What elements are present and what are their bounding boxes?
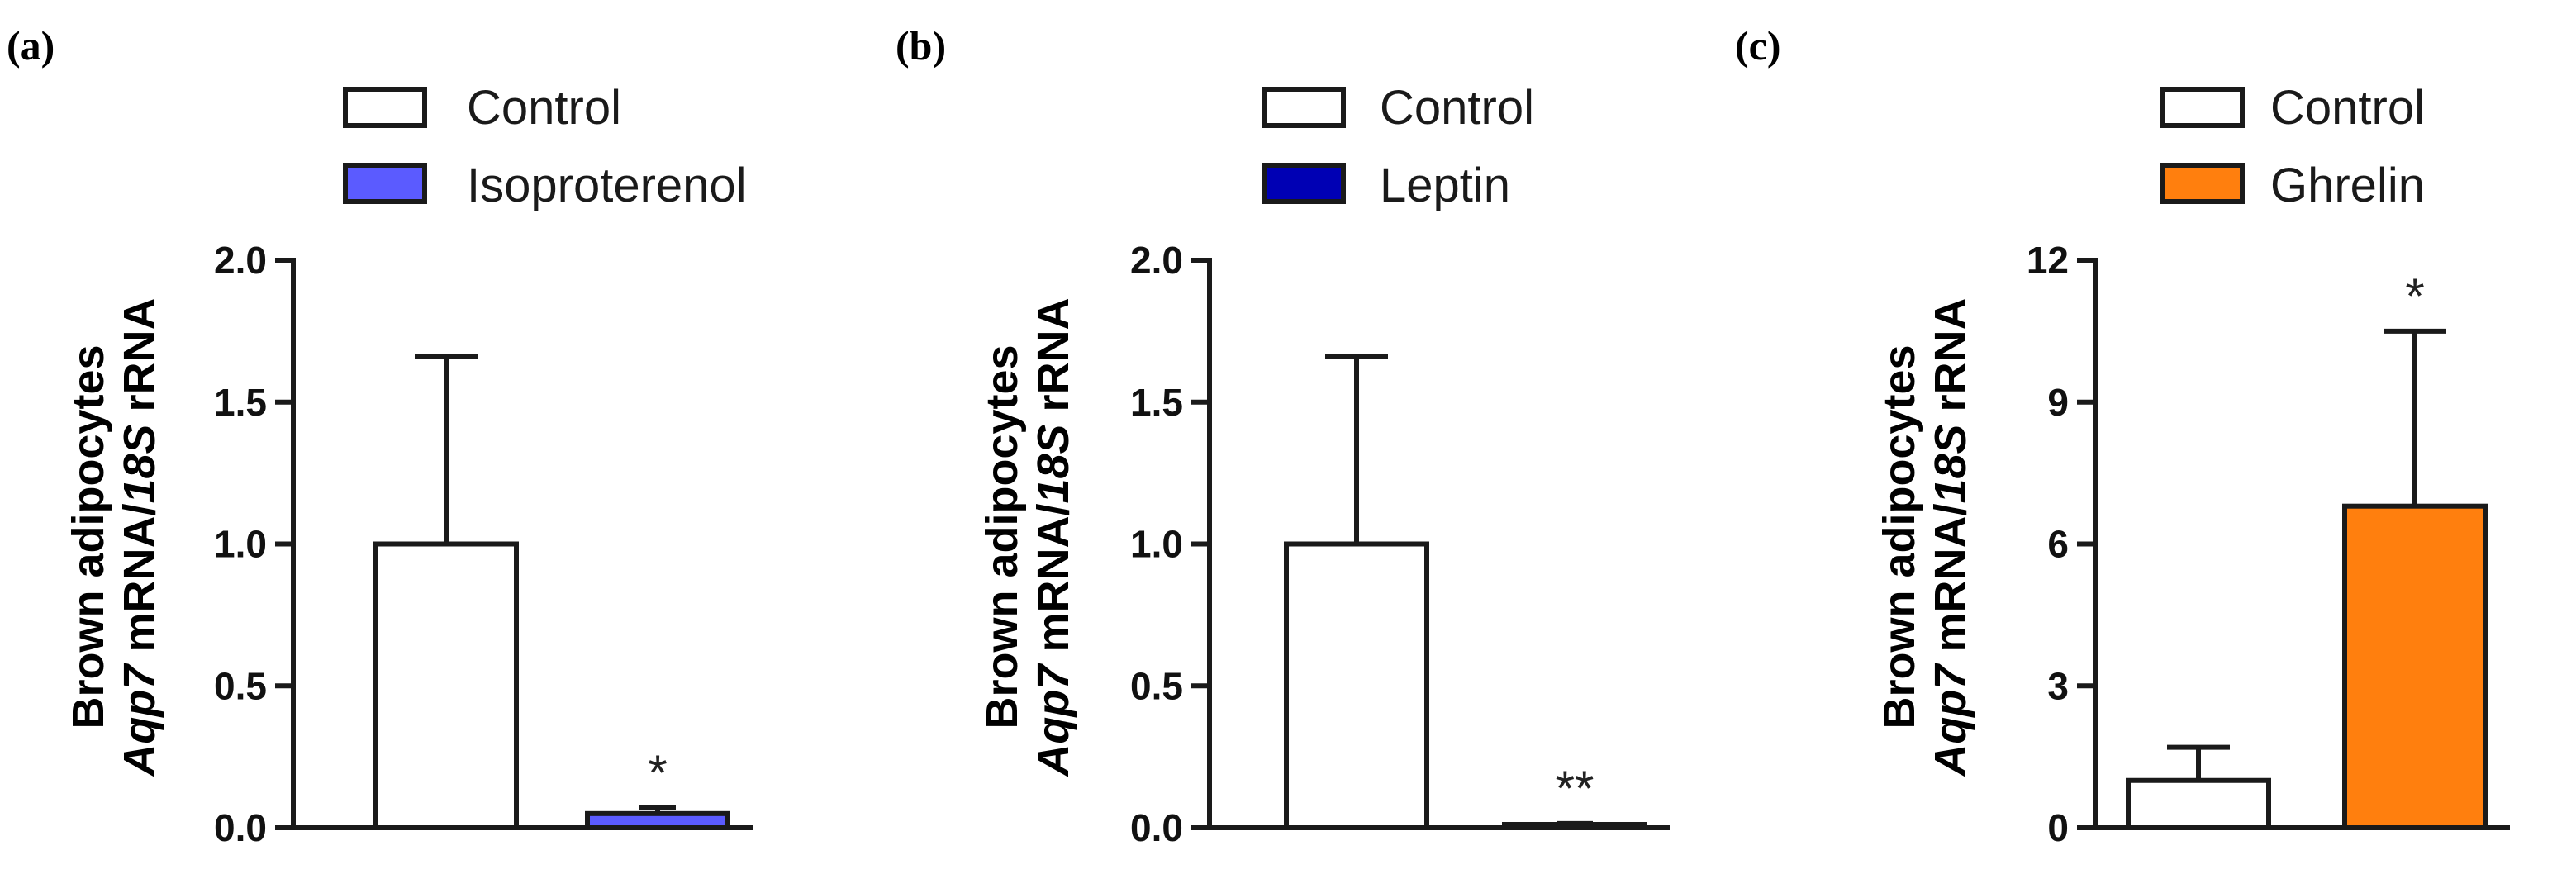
- y-axis-label: Brown adipocytes Aqp7 mRNA/18S rRNA: [1875, 297, 1975, 777]
- y-tick-label: 1.0: [214, 523, 267, 566]
- y-tick-label: 9: [2047, 381, 2069, 424]
- y-tick-label: 1.5: [214, 381, 267, 424]
- panel-label: (b): [896, 22, 946, 69]
- significance-marker: *: [2405, 268, 2424, 324]
- legend: Control Leptin: [1262, 81, 1534, 212]
- panel-c: (c) Control Ghrelin Brown adipocytes Aqp…: [1735, 22, 2510, 849]
- y-axis-label: Brown adipocytes Aqp7 mRNA/18S rRNA: [977, 297, 1078, 777]
- panel-label: (c): [1735, 22, 1781, 69]
- legend-label-control: Control: [467, 81, 621, 135]
- bar-control: [373, 541, 519, 830]
- plot-area: 0.0 0.5 1.0 1.5 2.0 **: [1130, 239, 1670, 849]
- legend-label-control: Control: [2270, 81, 2425, 135]
- y-tick-label: 0.0: [214, 806, 267, 849]
- y-tick-label: 3: [2047, 664, 2069, 707]
- legend: Control Ghrelin: [2160, 81, 2425, 212]
- legend-swatch-treatment: [2160, 163, 2245, 204]
- y-tick-label: 2.0: [1130, 239, 1183, 282]
- legend-label-treatment: Leptin: [1380, 159, 1510, 212]
- y-tick-label: 0: [2047, 806, 2069, 849]
- legend-swatch-treatment: [343, 163, 427, 204]
- significance-marker: *: [648, 745, 667, 800]
- legend: Control Isoproterenol: [343, 81, 747, 212]
- legend-swatch-treatment: [1262, 163, 1346, 204]
- y-tick-label: 1.0: [1130, 523, 1183, 566]
- panel-label: (a): [7, 22, 55, 69]
- y-axis-label-line2: Aqp7 mRNA/18S rRNA: [115, 297, 164, 777]
- y-tick-label: 0.5: [1130, 664, 1183, 707]
- legend-swatch-control: [1262, 87, 1346, 128]
- panel-b: (b) Control Leptin Brown adipocytes Aqp7…: [896, 22, 1670, 849]
- legend-swatch-control: [2160, 87, 2245, 128]
- y-axis-label: Brown adipocytes Aqp7 mRNA/18S rRNA: [64, 297, 164, 777]
- legend-label-treatment: Isoproterenol: [467, 159, 747, 212]
- plot-area: 0.0 0.5 1.0 1.5 2.0 *: [214, 239, 753, 849]
- bar-isoproterenol: [585, 810, 730, 831]
- y-tick-label: 0.5: [214, 664, 267, 707]
- bar-control: [1284, 541, 1429, 830]
- legend-swatch-control: [343, 87, 427, 128]
- legend-label-treatment: Ghrelin: [2270, 159, 2425, 212]
- y-axis-label-line2: Aqp7 mRNA/18S rRNA: [1926, 297, 1975, 777]
- y-axis-label-line1: Brown adipocytes: [1875, 344, 1924, 729]
- y-tick-label: 2.0: [214, 239, 267, 282]
- y-axis-label-line1: Brown adipocytes: [64, 344, 113, 729]
- y-axis-label-line1: Brown adipocytes: [977, 344, 1027, 729]
- y-axis-label-line2: Aqp7 mRNA/18S rRNA: [1029, 297, 1078, 777]
- y-tick-label: 6: [2047, 523, 2069, 566]
- significance-marker: **: [1556, 761, 1595, 816]
- bar-control: [2126, 777, 2271, 830]
- y-tick-label: 0.0: [1130, 806, 1183, 849]
- legend-label-control: Control: [1380, 81, 1534, 135]
- y-tick-label: 1.5: [1130, 381, 1183, 424]
- panel-a: (a) Control Isoproterenol Brown adipocyt…: [7, 22, 753, 849]
- plot-area: 0 3 6 9 12 *: [2027, 239, 2510, 849]
- bar-ghrelin: [2342, 503, 2488, 830]
- y-tick-label: 12: [2027, 239, 2069, 282]
